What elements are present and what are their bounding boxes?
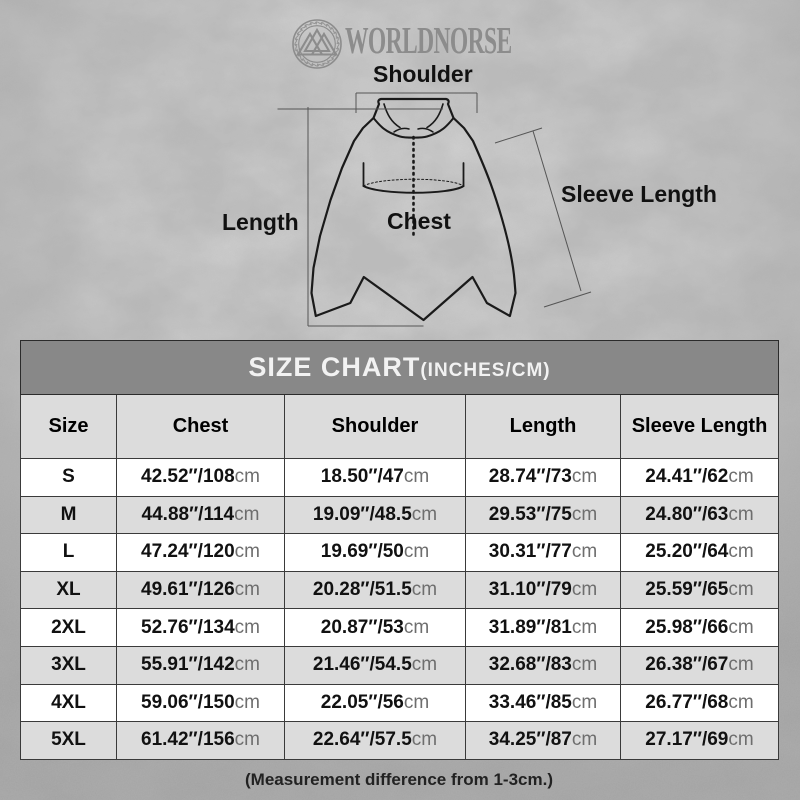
svg-text:Sleeve Length: Sleeve Length [561, 181, 717, 207]
svg-text:Chest: Chest [387, 208, 451, 234]
svg-text:Length: Length [222, 209, 299, 235]
svg-text:Shoulder: Shoulder [373, 61, 473, 87]
